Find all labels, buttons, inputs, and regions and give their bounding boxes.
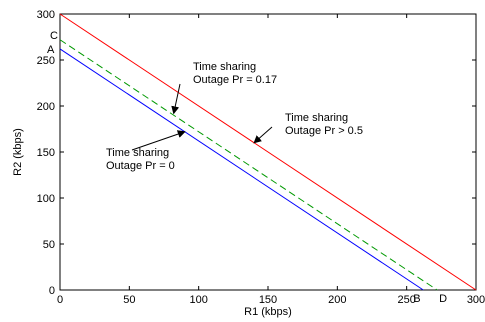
annotation-text: Outage Pr > 0.5 bbox=[285, 125, 363, 137]
point-label-a: A bbox=[47, 44, 55, 56]
red-line bbox=[59, 13, 477, 291]
point-label-d: D bbox=[439, 293, 447, 305]
y-tick-label: 150 bbox=[37, 147, 55, 159]
annotation-text: Time sharing bbox=[106, 147, 169, 159]
annotation-text: Outage Pr = 0 bbox=[106, 160, 175, 172]
annotation-text: Time sharing bbox=[285, 112, 348, 124]
point-labels: CA B D bbox=[47, 30, 447, 305]
green-dashed-line bbox=[59, 39, 438, 291]
annotation-text: Time sharing bbox=[193, 61, 256, 73]
y-axis-ticks: 0 50 100 150 200 250 300 bbox=[37, 9, 476, 297]
x-axis-ticks: 0 50 100 150 200 250 300 bbox=[57, 14, 485, 306]
x-tick-label: 0 bbox=[57, 294, 63, 306]
x-tick-label: 300 bbox=[467, 294, 485, 306]
x-tick-label: 50 bbox=[123, 294, 135, 306]
y-tick-label: 200 bbox=[37, 101, 55, 113]
x-tick-label: 100 bbox=[189, 294, 207, 306]
annotation-arrow bbox=[131, 130, 186, 151]
annotation-text: Outage Pr = 0.17 bbox=[193, 74, 277, 86]
x-axis-label: R1 (kbps) bbox=[244, 306, 292, 318]
x-tick-label: 150 bbox=[259, 294, 277, 306]
x-tick-label: 250 bbox=[397, 294, 415, 306]
blue-line bbox=[59, 48, 424, 291]
y-tick-label: 0 bbox=[49, 285, 55, 297]
annotation-arrow bbox=[253, 126, 273, 144]
y-tick-label: 100 bbox=[37, 193, 55, 205]
y-axis-label: R2 (kbps) bbox=[12, 128, 24, 176]
y-tick-label: 250 bbox=[37, 55, 55, 67]
y-tick-label: 50 bbox=[43, 239, 55, 251]
series-lines bbox=[59, 13, 477, 291]
y-tick-label: 300 bbox=[37, 9, 55, 21]
point-label-b: B bbox=[413, 293, 420, 305]
x-tick-label: 200 bbox=[328, 294, 346, 306]
annotation-arrow bbox=[171, 83, 181, 115]
point-label-c: C bbox=[50, 30, 58, 42]
